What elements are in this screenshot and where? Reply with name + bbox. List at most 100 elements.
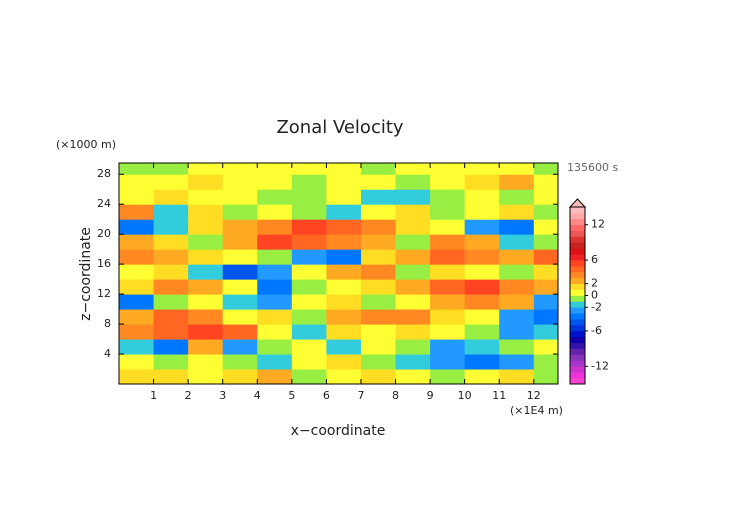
cell	[430, 204, 466, 220]
colorbar-segment	[570, 277, 585, 284]
cell	[360, 249, 397, 265]
x-axis-label: x−coordinate	[291, 423, 386, 439]
colorbar-segment	[570, 248, 585, 255]
cell	[464, 219, 500, 235]
cell	[326, 234, 362, 250]
y-tick-label: 20	[97, 227, 111, 240]
x-tick-label: 10	[458, 389, 472, 402]
colorbar-segment	[570, 313, 585, 320]
cell	[395, 294, 431, 310]
colorbar-segment	[570, 348, 585, 355]
x-tick-label: 6	[323, 389, 330, 402]
cell	[222, 369, 258, 384]
cell	[533, 309, 558, 325]
cell	[499, 204, 535, 220]
cell	[326, 294, 362, 310]
cell	[533, 354, 558, 370]
cell	[395, 234, 431, 250]
cell	[291, 369, 327, 384]
chart-title: Zonal Velocity	[276, 117, 403, 138]
cell	[188, 163, 224, 175]
x-tick-label: 9	[427, 389, 434, 402]
cell	[291, 264, 327, 280]
cell	[533, 249, 558, 265]
cell	[257, 339, 293, 355]
cell	[499, 174, 535, 190]
y-tick-label: 12	[97, 287, 111, 300]
cell	[188, 324, 224, 340]
colorbar-tick-label: -6	[591, 324, 602, 337]
cell	[291, 294, 327, 310]
cell	[291, 309, 327, 325]
cell	[360, 309, 397, 325]
cell	[119, 339, 155, 355]
cell	[153, 354, 189, 370]
cell	[464, 354, 500, 370]
cell	[395, 219, 431, 235]
cell	[188, 264, 224, 280]
cell	[395, 369, 431, 384]
colorbar-segment	[570, 271, 585, 279]
cell	[395, 204, 431, 220]
cell	[119, 369, 155, 384]
cell	[119, 174, 155, 190]
cell	[499, 264, 535, 280]
cell	[464, 249, 500, 265]
x-tick-label: 2	[185, 389, 192, 402]
cell	[464, 369, 500, 384]
y-tick-label: 24	[97, 197, 111, 210]
cell	[533, 294, 558, 310]
colorbar-segment	[570, 307, 585, 314]
plot-frame	[118, 162, 559, 385]
cell	[533, 234, 558, 250]
colorbar-segment	[570, 230, 585, 237]
cell	[188, 339, 224, 355]
colorbar-tick-label: 6	[591, 253, 598, 266]
cell	[395, 189, 431, 205]
colorbar-segment	[570, 342, 585, 349]
x-tick-label: 4	[254, 389, 261, 402]
colorbar-segment	[570, 372, 585, 379]
cell	[291, 189, 327, 205]
x-tick-label: 8	[392, 389, 399, 402]
cell	[257, 279, 293, 295]
colorbar-segment	[570, 242, 585, 249]
cell	[464, 309, 500, 325]
cell	[326, 339, 362, 355]
cell	[430, 354, 466, 370]
x-tick-label: 12	[527, 389, 541, 402]
cell	[360, 264, 397, 280]
colorbar-segment	[570, 360, 585, 367]
cell	[153, 174, 189, 190]
cell	[533, 264, 558, 280]
cell	[464, 189, 500, 205]
cell	[119, 219, 155, 235]
cell	[360, 294, 397, 310]
colorbar-segment	[570, 366, 585, 373]
cell	[533, 174, 558, 190]
colorbar-segment	[570, 295, 585, 302]
cell	[499, 339, 535, 355]
cell	[533, 204, 558, 220]
cell	[257, 324, 293, 340]
cell	[257, 369, 293, 384]
cell	[360, 369, 397, 384]
cell	[430, 309, 466, 325]
colorbar-extend	[568, 198, 587, 208]
cell	[153, 249, 189, 265]
x-tick-label: 11	[492, 389, 506, 402]
cell	[430, 279, 466, 295]
cell	[153, 204, 189, 220]
cell	[119, 264, 155, 280]
cell	[222, 264, 258, 280]
cell	[257, 204, 293, 220]
cell	[222, 324, 258, 340]
cell	[499, 294, 535, 310]
y-axis-label: z−coordinate	[78, 227, 94, 321]
cell	[188, 234, 224, 250]
cell	[499, 249, 535, 265]
cell	[153, 369, 189, 384]
cell	[119, 234, 155, 250]
cell	[257, 219, 293, 235]
